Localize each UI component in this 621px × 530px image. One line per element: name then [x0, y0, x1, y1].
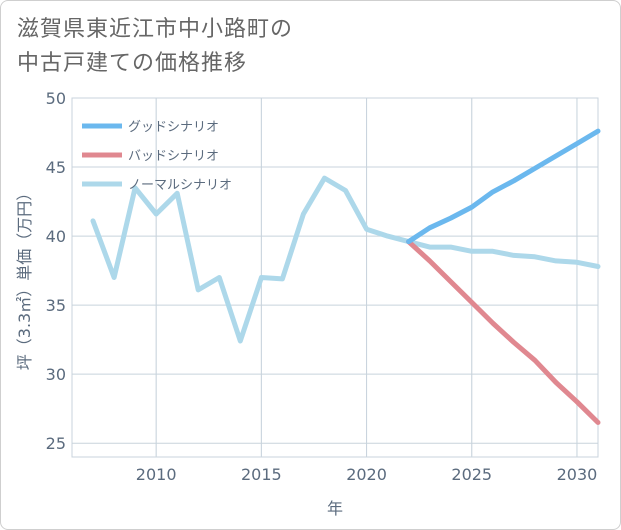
x-axis-title: 年 — [327, 499, 343, 518]
legend-label-good: グッドシナリオ — [128, 120, 219, 135]
series-line-normal — [90, 175, 601, 344]
x-tick-label: 2030 — [557, 465, 598, 484]
chart-title-line-2: 中古戸建ての価格推移 — [17, 51, 248, 76]
plot-area — [71, 97, 599, 458]
y-axis-title: 坪（3.3㎡）単価（万円） — [15, 185, 34, 370]
chart-title-line-1: 滋賀県東近江市中小路町の — [17, 17, 294, 42]
legend-label-normal: ノーマルシナリオ — [128, 178, 232, 193]
x-tick-label: 2010 — [136, 465, 177, 484]
y-tick-label: 40 — [46, 227, 66, 246]
y-tick-label: 45 — [46, 158, 66, 177]
legend-label-bad: バッドシナリオ — [128, 149, 219, 164]
chart-title: 滋賀県東近江市中小路町の 中古戸建ての価格推移 — [17, 13, 293, 81]
series-line-bad — [406, 239, 601, 425]
y-tick-label: 30 — [46, 365, 66, 384]
x-tick-label: 2025 — [451, 465, 492, 484]
x-tick-label: 2015 — [241, 465, 282, 484]
y-tick-label: 50 — [46, 89, 66, 108]
x-tick-label: 2020 — [346, 465, 387, 484]
y-tick-label: 35 — [46, 296, 66, 315]
y-tick-label: 25 — [46, 434, 66, 453]
series-line-good — [406, 128, 601, 245]
